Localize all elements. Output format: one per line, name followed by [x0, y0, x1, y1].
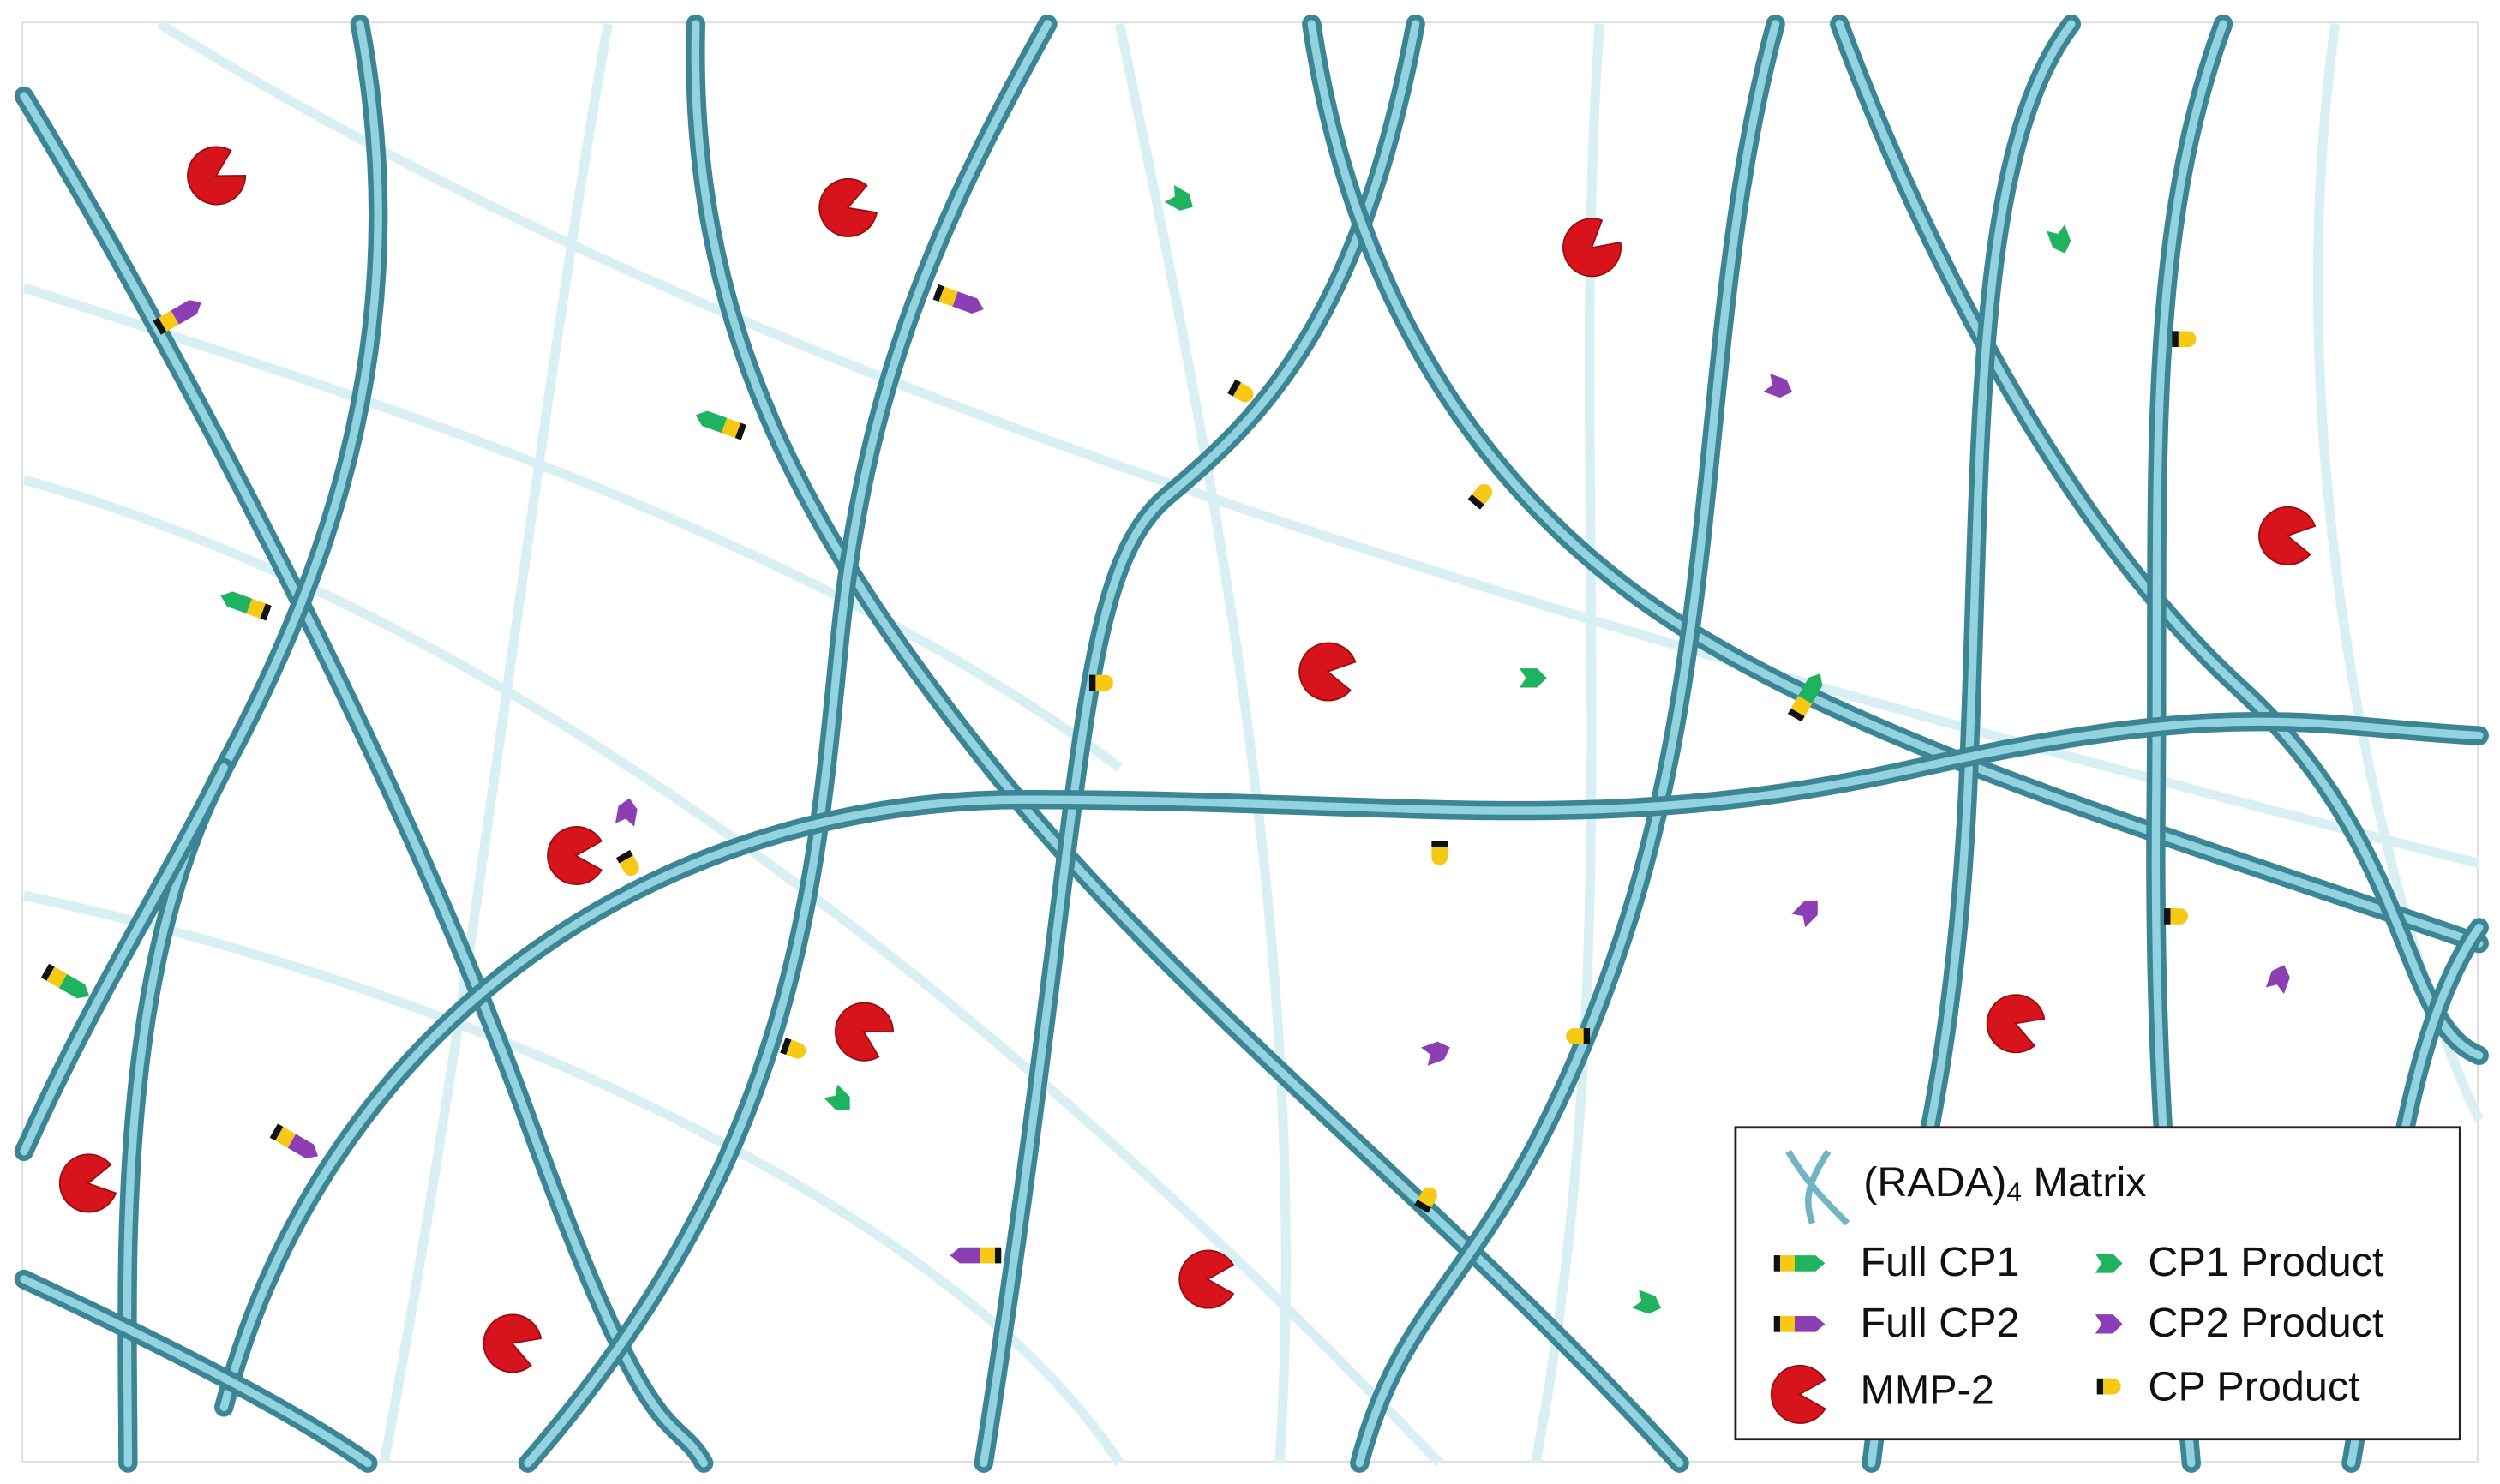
cp-product: [1431, 841, 1448, 865]
fiber-core: [1307, 20, 2484, 948]
fiber-core: [524, 20, 1052, 1468]
cp-product: [2164, 908, 2189, 925]
fiber-core: [20, 763, 228, 1156]
cp-product: [1088, 674, 1113, 691]
legend-label: Full CP2: [1860, 1300, 2019, 1346]
matrix-icon: [1785, 1149, 1850, 1226]
legend-label: Full CP1: [1860, 1239, 2019, 1285]
legend: (RADA)4 Matrix Full CP1 Full CP2 MMP-2 C…: [1734, 1126, 2461, 1441]
fibers: [14, 14, 2489, 1473]
legend-subscript: 4: [2006, 1177, 2022, 1208]
fiber-core: [20, 92, 708, 1468]
legend-label: CP Product: [2148, 1364, 2360, 1410]
fiber-core: [1355, 20, 1780, 1468]
fiber-core: [219, 717, 2484, 1412]
legend-text: (RADA): [1863, 1159, 2006, 1206]
cp-product: [1566, 1028, 1591, 1044]
legend-label: (RADA)4 Matrix: [1863, 1159, 2146, 1208]
fiber-core: [980, 20, 1420, 1468]
legend-label: MMP-2: [1860, 1367, 1993, 1413]
legend-label: CP2 Product: [2148, 1300, 2384, 1346]
fiber-core: [691, 20, 1684, 1468]
legend-text: Matrix: [2022, 1159, 2147, 1206]
full-cp2: [950, 1247, 1002, 1264]
legend-label: CP1 Product: [2148, 1239, 2384, 1285]
fiber-core: [1835, 20, 2484, 1060]
fiber-core: [20, 1275, 372, 1468]
cp-product: [2172, 331, 2197, 348]
